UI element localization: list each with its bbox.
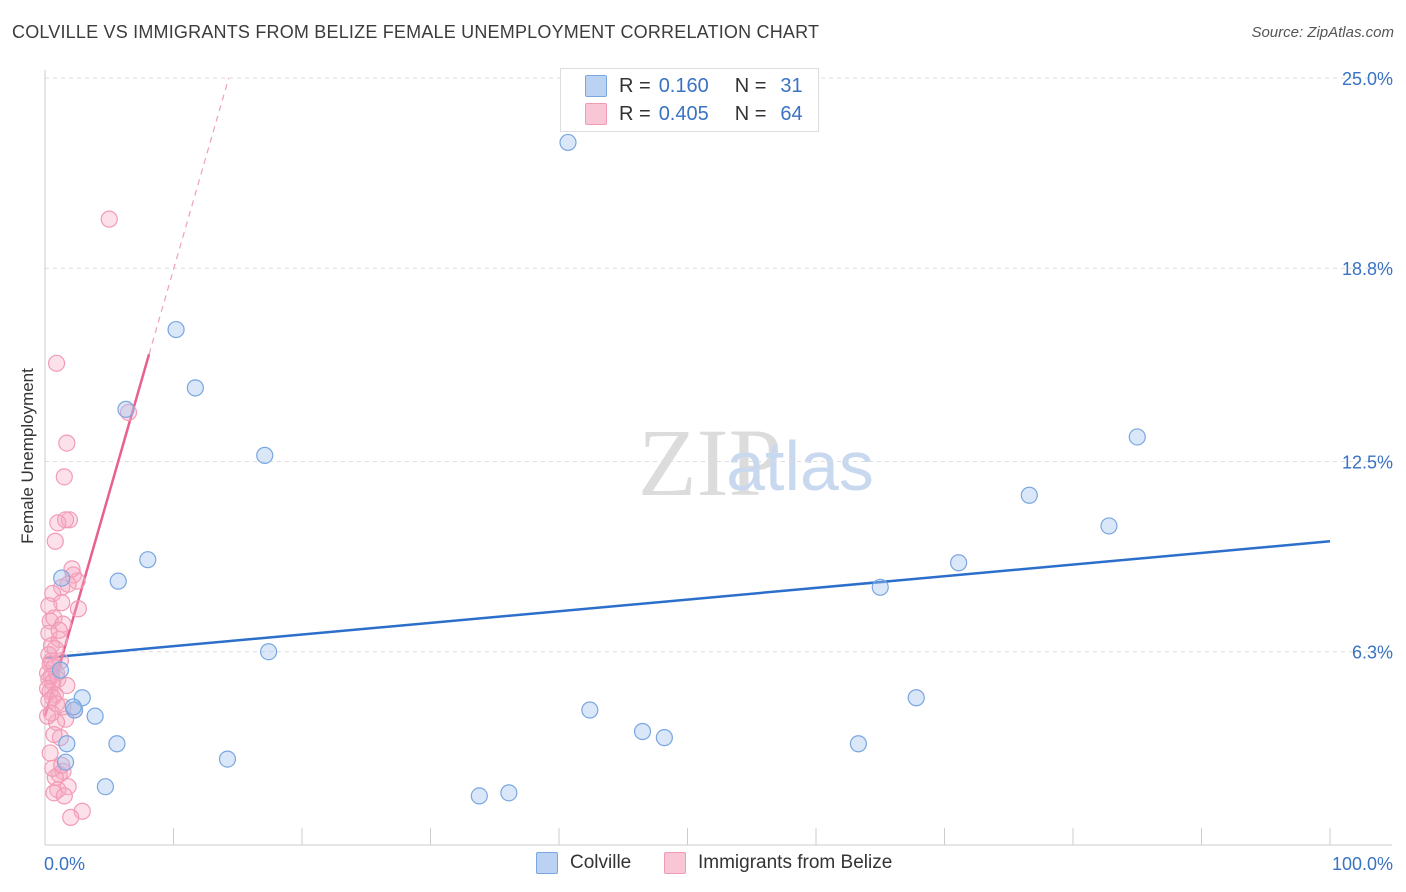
- watermark-atlas: atlas: [726, 427, 874, 505]
- belize-point: [55, 787, 73, 805]
- belize-point: [47, 354, 66, 372]
- colville-point: [950, 554, 968, 572]
- belize-point: [40, 597, 58, 615]
- belize-point: [100, 210, 118, 228]
- legend-n-value-belize: 64: [780, 102, 803, 125]
- colville-point: [1128, 428, 1146, 446]
- x-tick-label: 0.0%: [44, 854, 85, 874]
- belize-point: [58, 434, 76, 452]
- legend-n-value-colville: 31: [780, 74, 803, 97]
- colville-point: [96, 778, 114, 796]
- colville-point: [109, 572, 127, 590]
- legend-item-colville: Colville: [536, 852, 631, 874]
- colville-point: [218, 750, 237, 768]
- y-tick-label: 25.0%: [1342, 69, 1393, 89]
- colville-point: [58, 735, 76, 753]
- legend-label-colville: Colville: [570, 852, 632, 873]
- colville-point: [53, 569, 71, 587]
- belize-point: [45, 725, 63, 744]
- colville-point: [117, 400, 135, 418]
- colville-point: [256, 446, 274, 464]
- colville-point: [139, 551, 157, 569]
- legend-r-label: R =: [619, 74, 651, 97]
- belize-point: [69, 600, 88, 618]
- stats-legend: R = 0.160 N = 31 R = 0.405 N = 64: [560, 68, 819, 132]
- colville-point: [64, 698, 82, 716]
- belize-point: [56, 710, 75, 728]
- colville-point: [186, 379, 204, 397]
- belize-point: [41, 744, 59, 762]
- colville-legend-swatch: [536, 852, 558, 874]
- legend-n-label: N =: [734, 102, 767, 125]
- legend-r-value-colville: 0.160: [658, 74, 709, 97]
- colville-point: [500, 784, 518, 802]
- colville-point: [73, 689, 91, 707]
- colville-point: [655, 729, 673, 747]
- colville-point: [470, 787, 488, 805]
- legend-row-colville: R = 0.160 N = 31: [585, 74, 803, 98]
- legend-r-label: R =: [619, 102, 651, 125]
- colville-point: [907, 689, 925, 707]
- colville-point: [559, 133, 577, 152]
- belize-swatch: [585, 103, 607, 125]
- belize-point: [119, 403, 138, 422]
- watermark-zip: ZIP: [638, 409, 782, 516]
- bottom-legend: Colville Immigrants from Belize: [0, 852, 1406, 878]
- belize-point: [50, 621, 68, 639]
- y-tick-label: 6.3%: [1352, 643, 1393, 663]
- colville-point: [167, 320, 185, 339]
- belize-point: [55, 468, 73, 486]
- belize-point: [46, 532, 64, 550]
- belize-point: [56, 511, 75, 529]
- belize-point: [38, 707, 57, 725]
- y-tick-label: 12.5%: [1342, 453, 1393, 473]
- colville-trend-line: [44, 540, 1331, 660]
- belize-point: [59, 778, 77, 796]
- colville-point: [581, 701, 599, 719]
- colville-point: [108, 735, 126, 753]
- belize-point: [58, 676, 76, 695]
- legend-r-value-belize: 0.405: [658, 102, 709, 125]
- source-label: Source: ZipAtlas.com: [1251, 24, 1394, 41]
- belize-legend-swatch: [664, 852, 686, 874]
- belize-point: [42, 652, 61, 670]
- legend-label-belize: Immigrants from Belize: [698, 852, 893, 873]
- colville-point: [51, 661, 70, 679]
- legend-row-belize: R = 0.405 N = 64: [585, 102, 803, 126]
- belize-point: [45, 784, 63, 802]
- colville-point: [86, 707, 104, 725]
- colville-point: [1100, 517, 1118, 535]
- colville-point: [259, 643, 278, 661]
- colville-point: [849, 735, 868, 753]
- belize-trend-extension: [148, 77, 230, 355]
- colville-point: [56, 753, 75, 771]
- chart-title: COLVILLE VS IMMIGRANTS FROM BELIZE FEMAL…: [12, 22, 820, 42]
- legend-n-label: N =: [734, 74, 767, 97]
- colville-point: [633, 722, 652, 741]
- belize-point: [53, 594, 71, 612]
- colville-point: [871, 578, 889, 596]
- legend-item-belize: Immigrants from Belize: [664, 852, 892, 874]
- belize-point: [62, 808, 80, 826]
- colville-swatch: [585, 75, 607, 97]
- x-tick-label: 100.0%: [1332, 854, 1393, 874]
- y-tick-label: 18.8%: [1342, 259, 1393, 279]
- colville-point: [1020, 486, 1038, 504]
